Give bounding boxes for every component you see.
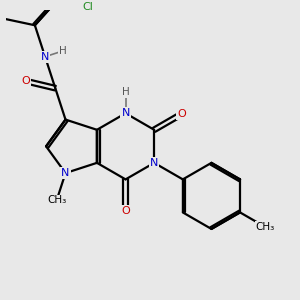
Text: N: N (61, 168, 70, 178)
Text: N: N (41, 52, 49, 62)
Text: O: O (21, 76, 30, 86)
Text: CH₃: CH₃ (255, 222, 274, 232)
Text: H: H (122, 87, 129, 97)
Text: O: O (177, 109, 186, 119)
Text: Cl: Cl (82, 2, 93, 12)
Text: H: H (59, 46, 67, 56)
Text: N: N (150, 158, 158, 168)
Text: O: O (121, 206, 130, 216)
Text: CH₃: CH₃ (47, 195, 66, 206)
Text: N: N (122, 108, 130, 118)
